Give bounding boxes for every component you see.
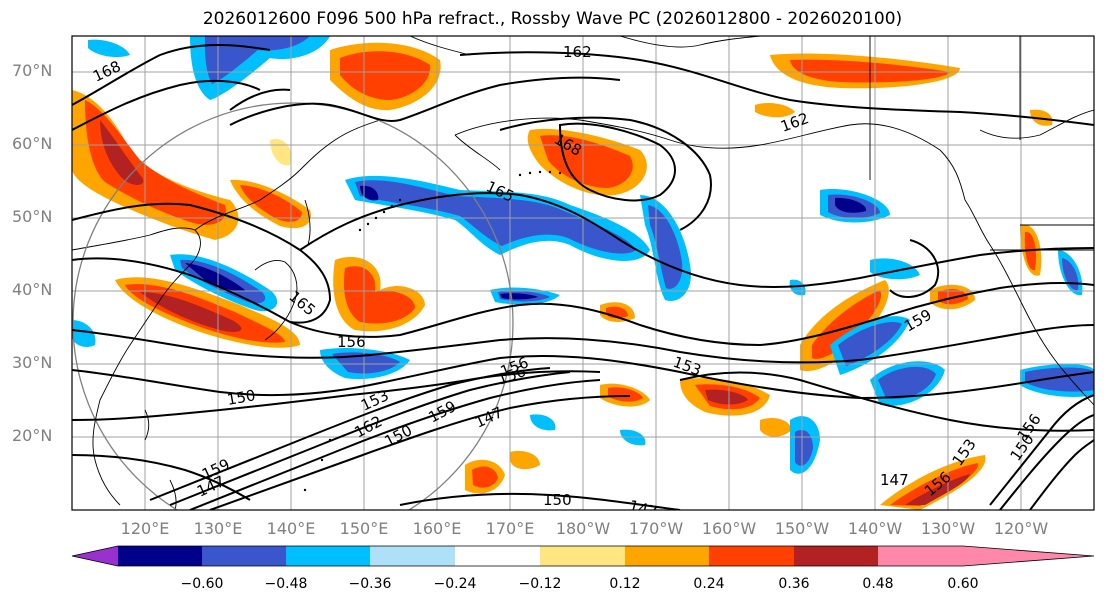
colorbar-tick-label: 0.24: [693, 576, 725, 592]
colorbar-tick-label: −0.24: [433, 576, 477, 592]
contour-lines: [72, 44, 1094, 510]
colorbar-tick-label: −0.36: [348, 576, 392, 592]
lon-label: 150°W: [774, 519, 830, 538]
lon-label: 140°E: [266, 519, 316, 538]
colorbar-segment: [794, 546, 878, 566]
colorbar-extend-right: [963, 546, 1094, 566]
colorbar-segment: [202, 546, 286, 566]
lat-label-30n: 30°N: [12, 353, 53, 372]
colorbar-tick-label: 0.60: [947, 576, 979, 592]
colorbar-segment: [709, 546, 794, 566]
colorbar-tick-label: −0.12: [518, 576, 562, 592]
colorbar-extend-left: [72, 546, 118, 566]
colorbar-tick-label: 0.12: [609, 576, 641, 592]
contour-label: 156: [337, 333, 366, 351]
lat-label-40n: 40°N: [12, 280, 53, 299]
lon-label: 130°E: [193, 519, 243, 538]
colorbar-segment: [878, 546, 963, 566]
lon-label: 180°W: [555, 519, 611, 538]
lon-label: 170°W: [628, 519, 684, 538]
lat-label-50n: 50°N: [12, 207, 53, 226]
island-dots: [303, 170, 562, 492]
colorbar-segment: [286, 546, 370, 566]
reference-circle: [72, 102, 514, 510]
contour-label: 147: [880, 471, 909, 489]
positive-anomaly-shading: [72, 42, 1053, 510]
map-content: 168 162 162 168 165 165 156 156 150 153 …: [72, 36, 1094, 510]
colorbar-tick-label: 0.48: [862, 576, 894, 592]
lon-label: 150°E: [339, 519, 389, 538]
lon-label: 170°E: [485, 519, 535, 538]
colorbar-segment: [625, 546, 709, 566]
map-title: 2026012600 F096 500 hPa refract., Rossby…: [202, 9, 903, 29]
lon-label: 130°W: [920, 519, 976, 538]
lon-label: 160°E: [412, 519, 462, 538]
colorbar: [71, 545, 1095, 567]
lon-label: 120°W: [993, 519, 1049, 538]
map-border: [71, 35, 1095, 511]
lat-label-60n: 60°N: [12, 134, 53, 153]
lon-label: 160°W: [701, 519, 757, 538]
colorbar-tick-label: −0.60: [180, 576, 224, 592]
colorbar-segment: [118, 546, 202, 566]
contour-label: 150: [543, 491, 572, 509]
colorbar-tick-label: 0.36: [778, 576, 810, 592]
lat-label-70n: 70°N: [12, 61, 53, 80]
colorbar-tick-label: −0.48: [264, 576, 308, 592]
lon-label: 120°E: [120, 519, 170, 538]
contour-label: 162: [563, 43, 592, 61]
lon-label: 140°W: [847, 519, 903, 538]
colorbar-segment: [370, 546, 455, 566]
colorbar-segment: [540, 546, 625, 566]
graticule: [72, 36, 1094, 510]
colorbar-segment: [455, 546, 540, 566]
contour-label: 150: [226, 386, 257, 409]
lat-label-20n: 20°N: [12, 426, 53, 445]
